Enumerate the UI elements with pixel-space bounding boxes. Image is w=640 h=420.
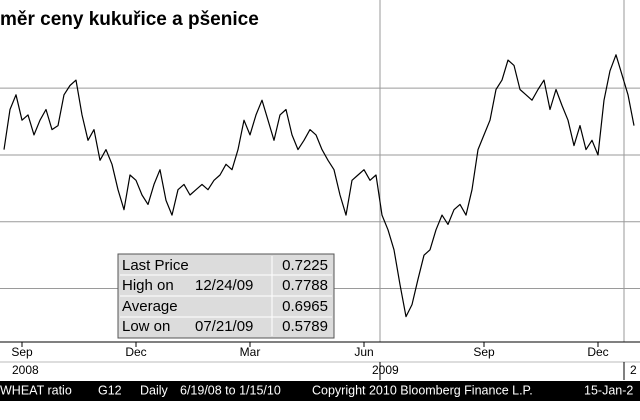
stat-label: Average <box>122 298 178 315</box>
x-tick-label: Sep <box>473 345 495 359</box>
stat-label: Low on <box>122 318 170 335</box>
x-tick-label: Jun <box>354 345 373 359</box>
stat-value: 0.7225 <box>282 257 328 274</box>
stat-date: 07/21/09 <box>195 318 253 335</box>
x-tick-label: Dec <box>587 345 608 359</box>
footer-text: G12 <box>98 383 122 397</box>
year-label: 2 <box>630 363 637 377</box>
plot <box>3 54 635 318</box>
stat-label: Last Price <box>122 257 189 274</box>
stats-box: Last Price 0.7225 High on 12/24/09 0.778… <box>117 253 335 339</box>
stat-label: High on <box>122 277 174 294</box>
x-axis-labels: Sep Dec Mar Jun Sep Dec <box>11 342 609 359</box>
data-line <box>3 54 635 318</box>
year-label: 2008 <box>12 363 39 377</box>
stat-value: 0.6965 <box>282 298 328 315</box>
chart-title: měr ceny kukuřice a pšenice <box>0 9 259 30</box>
stat-value: 0.5789 <box>282 318 328 335</box>
footer-text: 6/19/08 to 1/15/10 <box>180 383 281 397</box>
footer-text: Daily <box>140 383 169 397</box>
stat-value: 0.7788 <box>282 277 328 294</box>
footer-bar <box>0 381 640 401</box>
footer-text: WHEAT ratio <box>0 383 72 397</box>
stat-date: 12/24/09 <box>195 277 253 294</box>
x-tick-label: Mar <box>240 345 261 359</box>
footer-text: 15-Jan-2 <box>584 383 633 397</box>
x-tick-label: Dec <box>125 345 146 359</box>
x-tick-label: Sep <box>11 345 33 359</box>
footer-text: Copyright 2010 Bloomberg Finance L.P. <box>312 383 533 397</box>
year-label: 2009 <box>372 363 399 377</box>
